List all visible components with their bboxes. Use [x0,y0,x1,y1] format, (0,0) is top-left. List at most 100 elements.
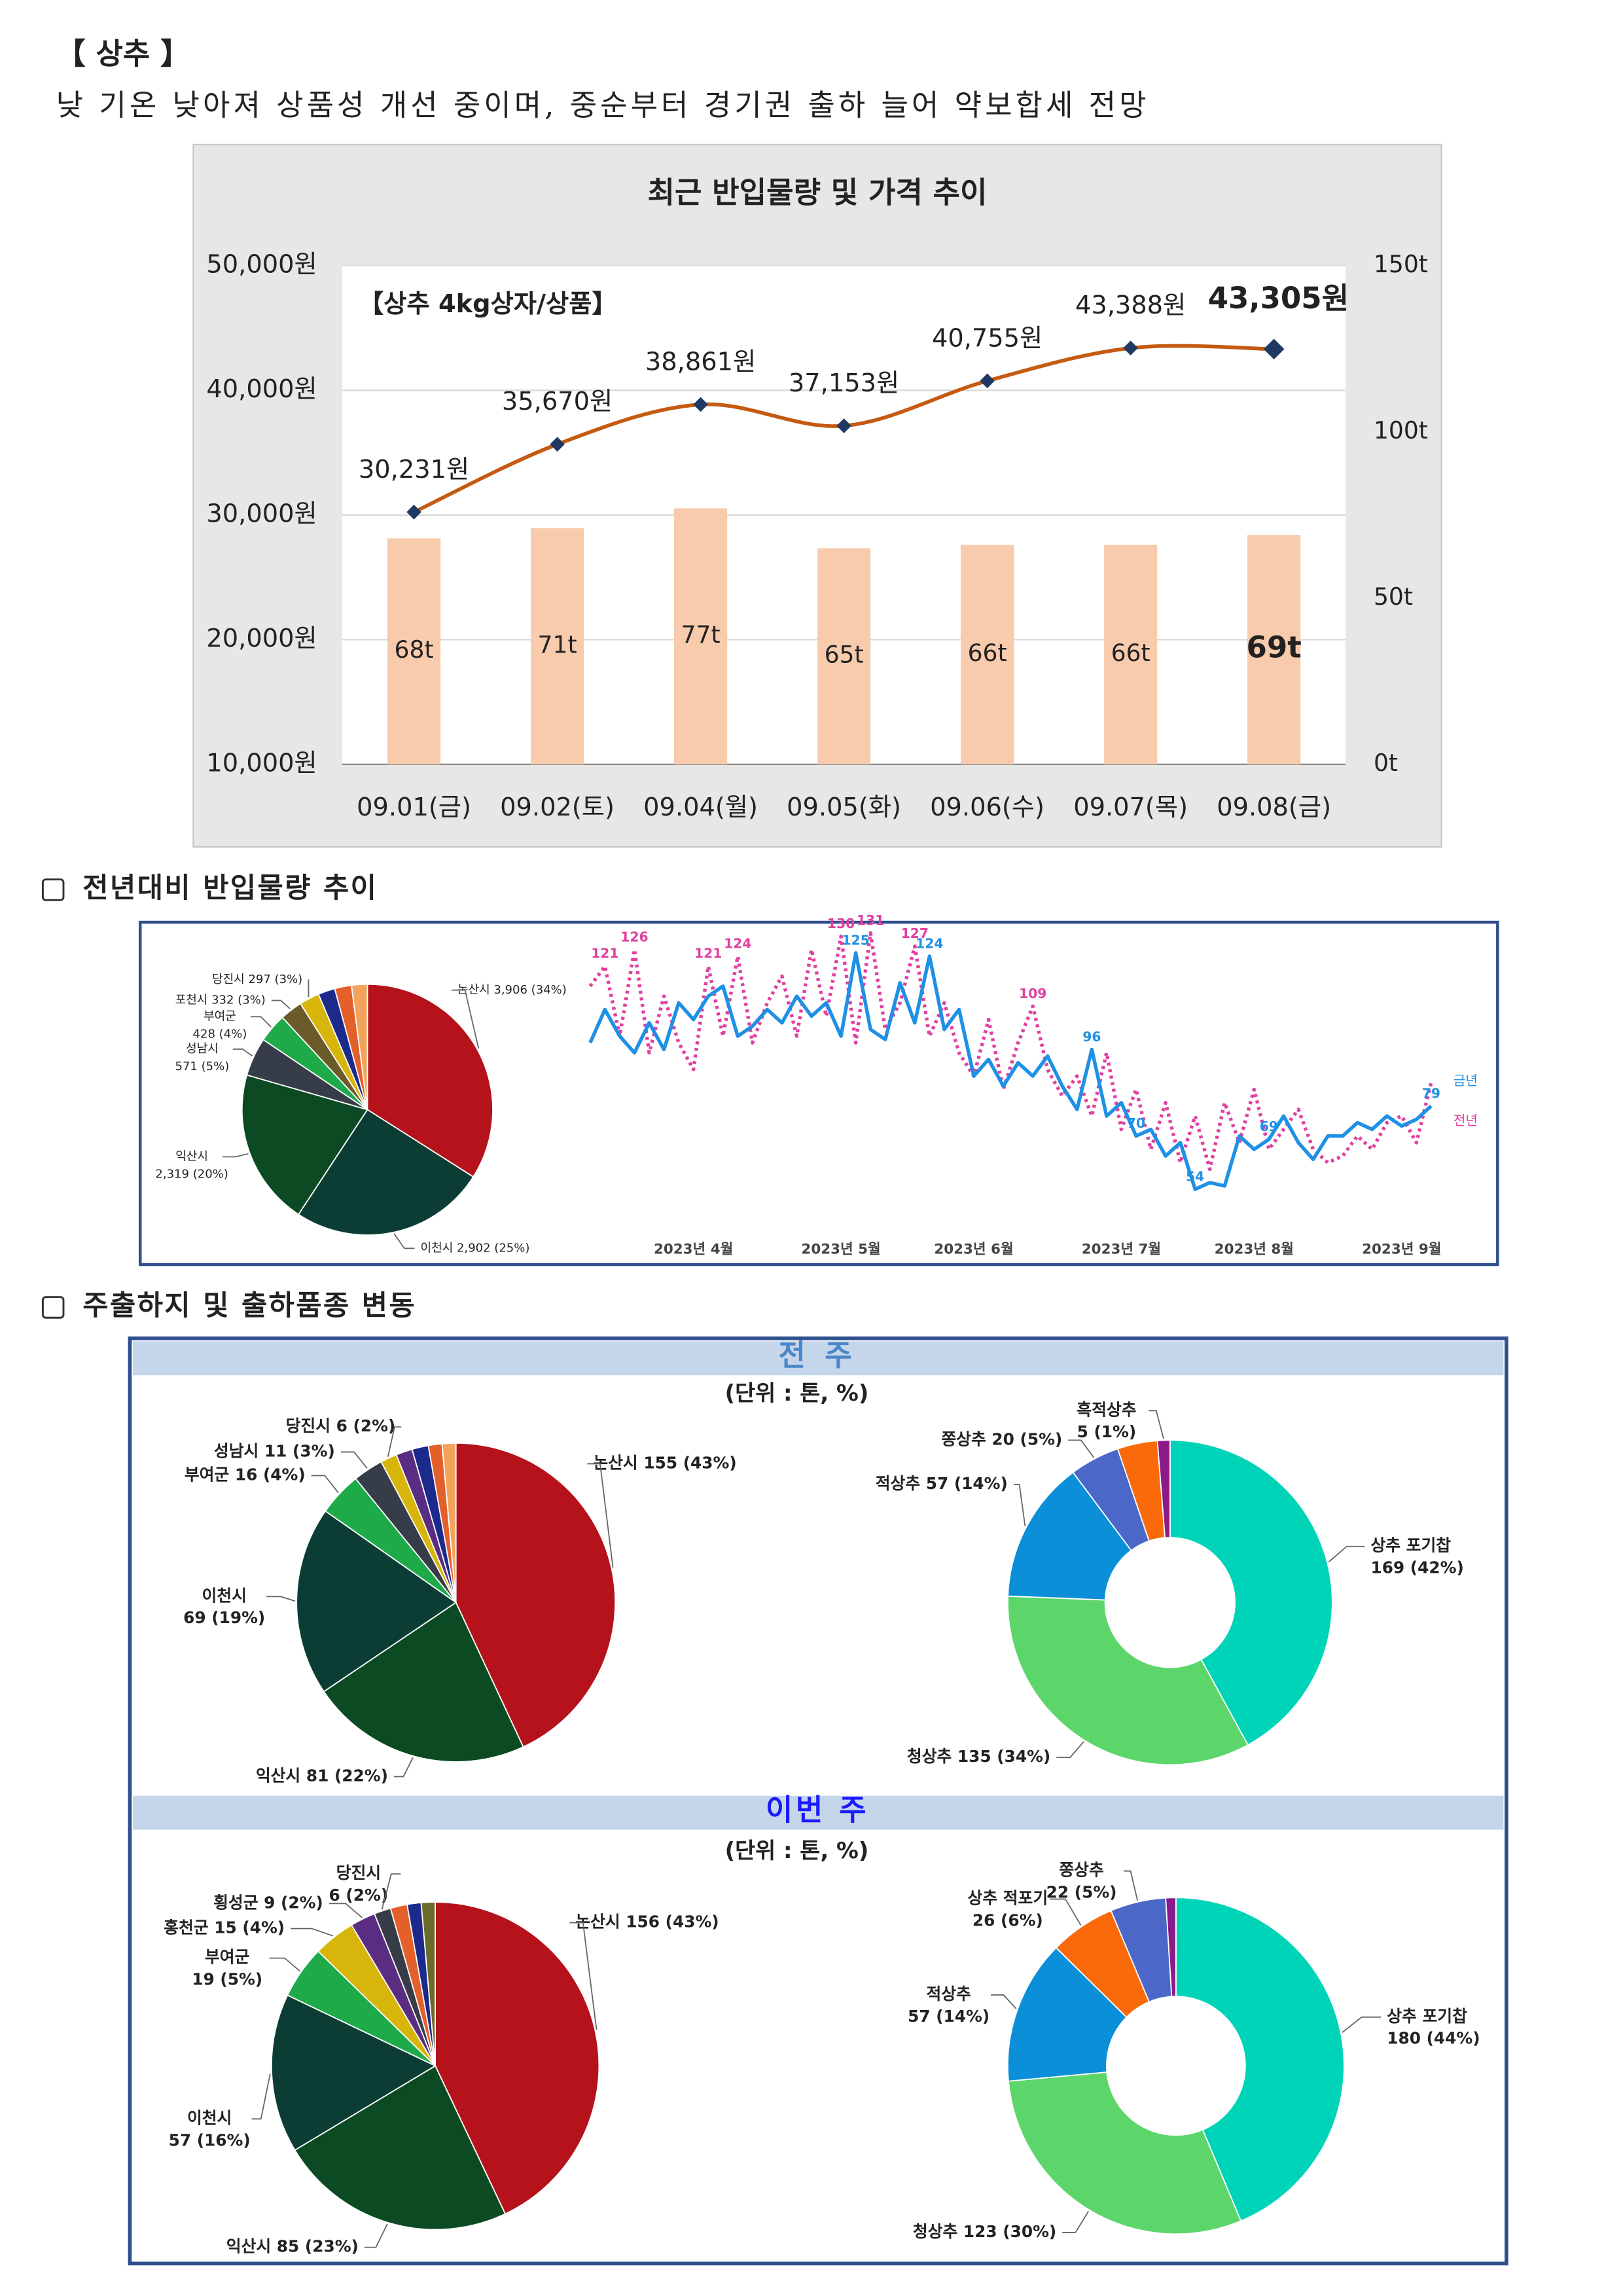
slice-label: 상추 포기찹 [1387,2007,1467,2026]
y-tick-label: 10,000원 [206,748,317,778]
slice-label: 5 (1%) [1077,1422,1137,1441]
leader-line [587,1463,614,1568]
y-tick-label: 20,000원 [206,624,317,653]
donut-slice [1007,1595,1249,1766]
x-tick-label: 2023년 8월 [1215,1242,1294,1258]
point-label: 126 [620,929,648,944]
checkbox [41,878,65,901]
pie-slice [366,983,493,1178]
section-heading: 전년대비 반입물량 추이 [82,872,378,905]
price-label: 35,670원 [502,387,613,416]
pie-slice [455,1442,616,1748]
price-label: 30,231원 [359,455,469,484]
pie-slice [323,1602,524,1763]
leader-line [1342,2016,1382,2033]
slice-label: 상추 포기찹 [1370,1536,1451,1555]
slice-label: 428 (4%) [193,1027,247,1041]
slice-label: 26 (6%) [972,1910,1043,1929]
slice-label: 이천시 [202,1586,247,1605]
y-tick-label: 30,000원 [206,499,317,528]
leader-line [1149,1410,1164,1439]
x-tick-label: 09.08(금) [1217,793,1331,822]
donut-slice [1156,1439,1171,1539]
week-band [132,1341,1504,1376]
slice-label: 흑적상추 [1077,1400,1136,1419]
x-tick-label: 09.01(금) [357,793,471,822]
slice-label: 적상추 [926,1984,971,2003]
pie-slice [241,1074,368,1215]
price-label: 37,153원 [789,368,899,398]
pie-slice [441,1442,457,1603]
leader-line [364,2223,388,2248]
slice-label: 6 (2%) [329,1886,389,1905]
unit-label: (단위 : 톤, %) [725,1838,869,1863]
bar [387,538,441,764]
bar [1247,535,1301,764]
price-label: 40,755원 [932,323,1043,353]
x-tick-label: 09.06(수) [930,793,1044,822]
y-tick-label: 40,000원 [206,374,317,404]
slice-label: 성남시 [186,1042,219,1056]
point-label: 121 [591,946,618,961]
x-tick-label: 2023년 9월 [1362,1242,1441,1258]
slice-label: 57 (16%) [169,2130,251,2149]
bar-label: 69t [1246,630,1301,665]
leader-line [311,1475,339,1494]
legend-label: 금년 [1454,1073,1478,1088]
leader-line [991,1994,1017,2009]
donut-slice [1007,2071,1242,2235]
bar-label: 68t [395,636,434,664]
slice-label: 19 (5%) [192,1970,262,1989]
x-tick-label: 09.04(월) [643,793,758,822]
pie-slice [420,1901,437,2066]
y2-tick-label: 50t [1374,583,1413,611]
leader-line [1050,1898,1082,1926]
price-label: 43,305원 [1208,281,1349,315]
y2-tick-label: 0t [1374,749,1398,777]
section-heading: 주출하지 및 출하품종 변동 [82,1289,416,1322]
point-label: 130 [827,916,855,931]
summary: 낮 기온 낮아져 상품성 개선 중이며, 중순부터 경기권 출하 늘어 약보합세… [56,88,1150,122]
slice-label: 2,319 (20%) [155,1168,228,1181]
price-marker [836,418,851,433]
x-tick-label: 09.05(화) [787,793,901,822]
bar [674,508,728,764]
slice-label: 청상추 123 (30%) [913,2222,1056,2241]
x-tick-label: 2023년 7월 [1082,1242,1161,1258]
slice-label: 571 (5%) [175,1060,230,1073]
slice-label: 쫑상추 [1059,1861,1103,1880]
leader-line [393,1233,415,1249]
slice-label: 익산시 85 (23%) [226,2237,359,2256]
donut-slice [1007,1946,1128,2082]
slice-label: 상추 적포기 [968,1889,1048,1908]
week-band [132,1795,1504,1830]
donut-slice [1007,1471,1132,1601]
donut-slice [1169,1439,1333,1746]
slice-label: 169 (42%) [1370,1558,1463,1577]
leader-line [251,2073,271,2120]
leader-line [387,1426,402,1457]
donut-slice [1165,1897,1177,1998]
point-label: 121 [694,946,722,961]
point-label: 79 [1422,1085,1440,1101]
slice-label: 논산시 156 (43%) [575,1912,719,1931]
slice-label: 당진시 297 (3%) [212,973,302,986]
point-label: 96 [1082,1029,1101,1045]
y2-tick-label: 150t [1374,251,1428,278]
point-label: 124 [724,935,751,951]
slice-label: 69 (19%) [183,1608,265,1627]
slice-label: 성남시 11 (3%) [214,1441,335,1460]
leader-line [291,1928,334,1937]
slice-label: 쫑상추 20 (5%) [941,1429,1062,1448]
slice-label: 당진시 [336,1863,381,1882]
slice-label: 57 (14%) [908,2007,990,2026]
pie-slice [297,1109,474,1236]
slice-label: 홍천군 15 (4%) [164,1918,285,1937]
slice-label: 적상추 57 (14%) [876,1474,1008,1493]
leader-line [269,1957,300,1972]
y-tick-label: 50,000원 [206,249,317,279]
week-label: 이번 주 [766,1793,869,1827]
leader-line [1013,1484,1026,1526]
slice-label: 부여군 [204,1009,236,1023]
